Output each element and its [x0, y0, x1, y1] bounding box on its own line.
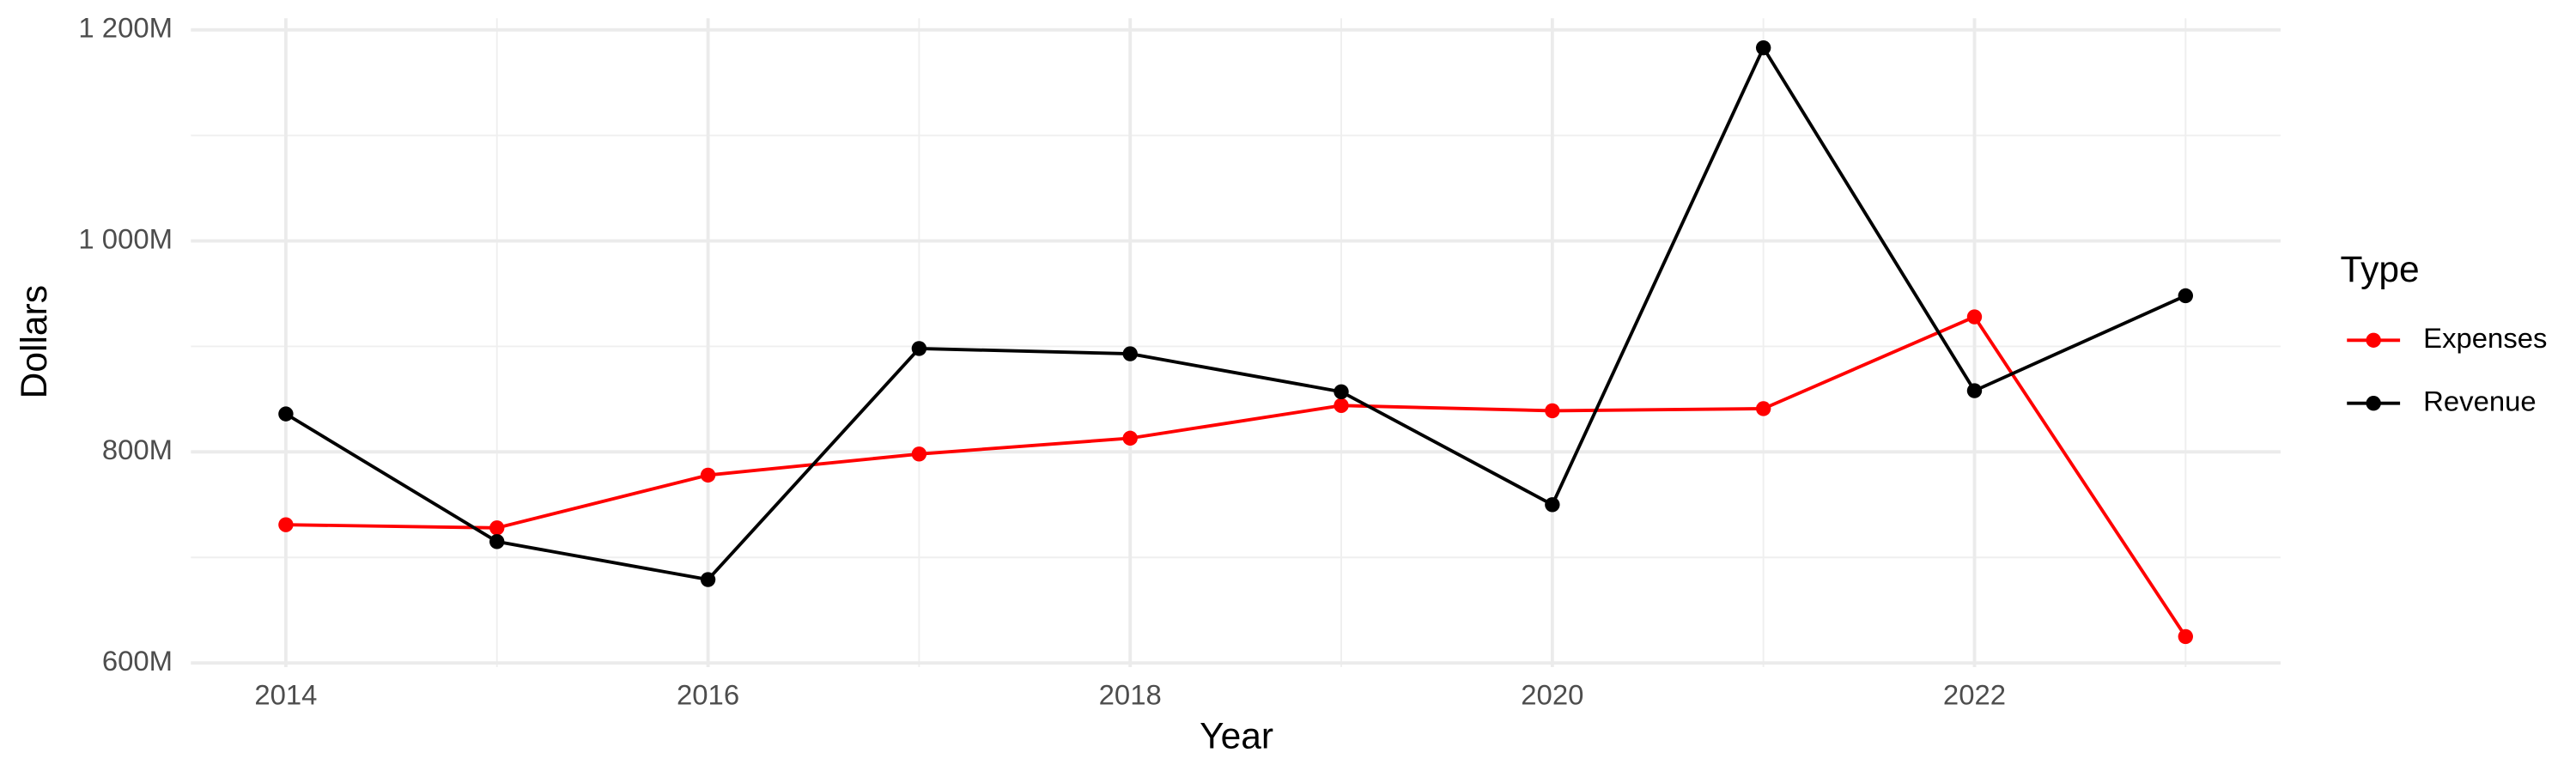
legend-point [2366, 332, 2381, 348]
y-axis-label: Dollars [15, 285, 55, 398]
y-tick-label: 600M [102, 645, 173, 677]
point [1966, 383, 1983, 398]
y-tick-label: 1 200M [78, 11, 173, 43]
point [1755, 401, 1771, 416]
point [911, 341, 927, 356]
point [1334, 384, 1349, 400]
x-tick-label: 2020 [1521, 679, 1583, 711]
x-tick-label: 2022 [1943, 679, 2006, 711]
point [1122, 346, 1138, 361]
point [278, 517, 294, 532]
point [911, 446, 927, 462]
legend-label: Revenue [2423, 385, 2537, 416]
point [1545, 497, 1560, 513]
x-tick-label: 2014 [254, 679, 317, 711]
point [700, 572, 716, 587]
x-tick-label: 2016 [677, 679, 739, 711]
legend-point [2366, 396, 2381, 411]
point [1966, 309, 1983, 325]
point [489, 534, 505, 549]
x-tick-label: 2018 [1099, 679, 1162, 711]
legend-label: Expenses [2423, 322, 2547, 354]
line [284, 44, 2187, 582]
point [1545, 403, 1560, 419]
point [1334, 398, 1349, 413]
point [2178, 628, 2194, 645]
y-tick-label: 1 000M [78, 222, 173, 254]
point [700, 467, 716, 483]
line [285, 314, 2187, 638]
point [1122, 430, 1138, 446]
point [489, 520, 505, 536]
point [1755, 39, 1771, 56]
x-axis-label: Year [1200, 716, 1273, 756]
point [2178, 288, 2194, 304]
legend-title: Type [2341, 250, 2420, 290]
point [278, 406, 294, 422]
y-tick-label: 800M [102, 434, 173, 465]
